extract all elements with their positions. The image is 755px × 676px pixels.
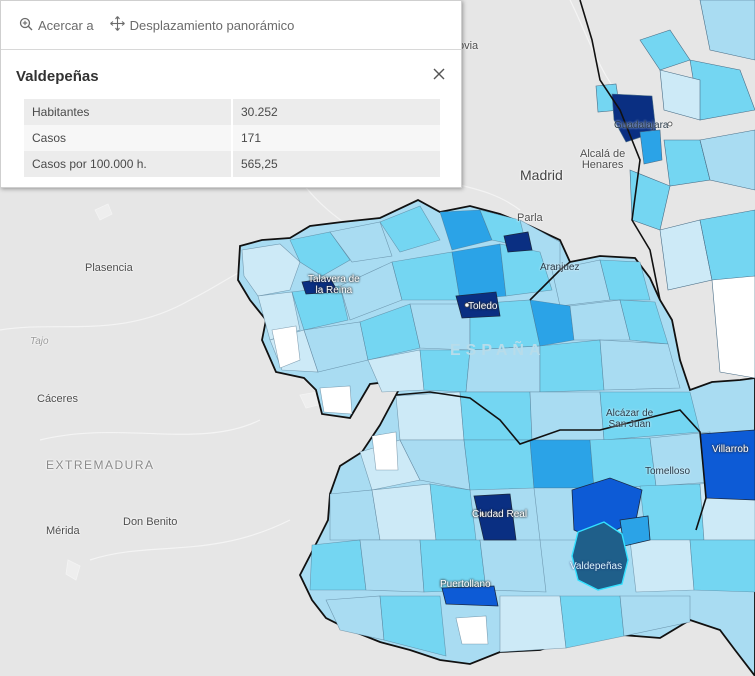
label-alcazar-line1: Alcázar de — [606, 408, 654, 419]
zoom-to-label: Acercar a — [38, 17, 94, 33]
zoom-to-button[interactable]: Acercar a — [19, 17, 94, 34]
attribute-key: Casos — [24, 125, 233, 151]
pan-icon — [109, 16, 130, 34]
attribute-table: Habitantes 30.252 Casos 171 Casos por 10… — [24, 99, 440, 177]
label-espana: ESPAÑA — [450, 342, 546, 359]
popup-actions: Acercar a Desplazamiento panorámico — [1, 1, 461, 50]
label-don-benito: Don Benito — [123, 516, 178, 528]
label-tomelloso: Tomelloso — [645, 466, 691, 477]
label-extremadura: EXTREMADURA — [46, 458, 155, 472]
attribute-key: Casos por 100.000 h. — [24, 151, 233, 177]
popup-title: Valdepeñas — [16, 68, 99, 85]
label-segovia: ovia — [458, 40, 479, 52]
label-alcazar: Alcázar de San Juan — [606, 408, 653, 430]
close-icon — [433, 68, 445, 80]
label-merida: Mérida — [46, 525, 80, 537]
attribute-key: Habitantes — [24, 99, 233, 125]
label-ciudad-real: Ciudad Real — [472, 509, 528, 520]
close-button[interactable] — [431, 66, 447, 82]
label-toledo: Toledo — [468, 301, 498, 312]
label-aranjuez: Aranjuez — [540, 262, 580, 273]
label-alcazar-line2: San Juan — [608, 419, 651, 430]
attribute-value: 30.252 — [232, 99, 440, 125]
attribute-value: 171 — [232, 125, 440, 151]
table-row: Casos por 100.000 h. 565,25 — [24, 151, 440, 177]
valdepenas-highlight — [571, 521, 629, 591]
table-row: Casos 171 — [24, 125, 440, 151]
pan-button[interactable]: Desplazamiento panorámico — [109, 16, 295, 34]
popup-header: Valdepeñas — [1, 50, 461, 94]
label-alcala: Alcalá de Henares — [580, 149, 625, 171]
label-plasencia: Plasencia — [85, 262, 133, 274]
label-puertollano: Puertollano — [440, 579, 491, 590]
label-caceres: Cáceres — [37, 393, 78, 405]
label-madrid: Madrid — [520, 167, 563, 183]
label-talavera: Talavera de la Reina — [308, 274, 360, 296]
label-tajo: Tajo — [30, 336, 49, 347]
label-parla: Parla — [517, 212, 543, 224]
feature-popup: Acercar a Desplazamiento panorámico Vald… — [0, 0, 462, 188]
label-talavera-line2: la Reina — [315, 285, 353, 296]
label-alcala-line1: Alcalá de — [580, 148, 626, 160]
attribute-value: 565,25 — [232, 151, 440, 177]
label-villarrobledo: Villarrob — [712, 444, 749, 455]
zoom-in-icon — [19, 17, 38, 34]
pan-label: Desplazamiento panorámico — [129, 17, 295, 33]
table-row: Habitantes 30.252 — [24, 99, 440, 125]
label-valdepenas: Valdepeñas — [570, 561, 623, 572]
label-guadalajara: Guadalajara — [614, 120, 669, 131]
label-alcala-line2: Henares — [581, 159, 624, 171]
label-talavera-line1: Talavera de — [308, 274, 360, 285]
